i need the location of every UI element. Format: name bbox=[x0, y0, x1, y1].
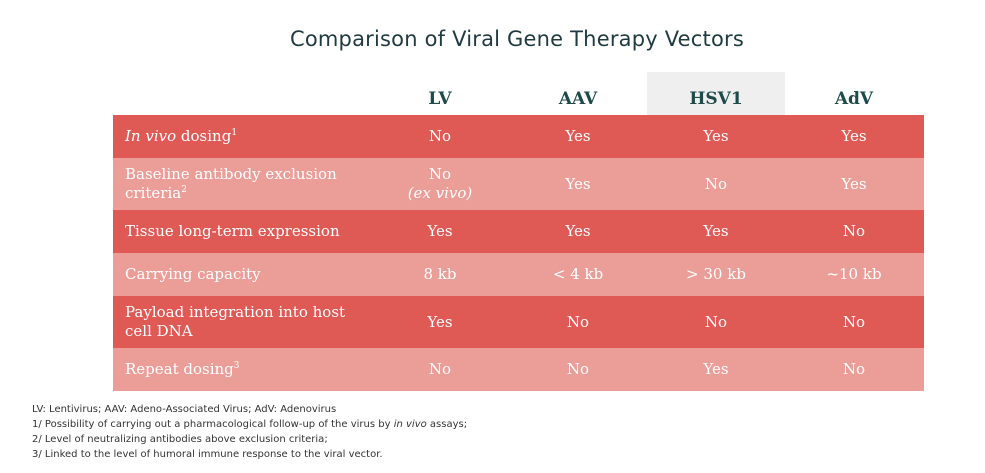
cell-aav: No bbox=[566, 360, 590, 378]
cell-hsv1: Yes bbox=[703, 222, 729, 240]
cell-adv: No bbox=[842, 360, 866, 378]
row-label: Payload integration into host cell DNA bbox=[125, 303, 346, 340]
cell-adv: Yes bbox=[841, 174, 867, 193]
cell-hsv1: Yes bbox=[703, 127, 729, 145]
cell-aav: Yes bbox=[565, 127, 591, 145]
column-header-lv: LV bbox=[428, 88, 452, 109]
abbreviation-legend: LV: Lentivirus; AAV: Adeno-Associated Vi… bbox=[32, 404, 337, 415]
table-row: Baseline antibody exclusion criteria2 No … bbox=[113, 158, 924, 210]
row-label: In vivo dosing1 bbox=[125, 127, 238, 145]
cell-lv: Yes bbox=[427, 312, 453, 331]
table-row: In vivo dosing1 No Yes Yes Yes bbox=[113, 115, 924, 158]
page-title: Comparison of Viral Gene Therapy Vectors bbox=[289, 27, 745, 51]
cell-adv: ~10 kb bbox=[826, 265, 882, 283]
row-label: Tissue long-term expression bbox=[125, 222, 340, 240]
cell-hsv1: Yes bbox=[703, 360, 729, 378]
cell-hsv1: > 30 kb bbox=[686, 265, 746, 283]
cell-lv: Yes bbox=[427, 222, 453, 240]
cell-lv: No bbox=[428, 127, 452, 145]
comparison-table: LV AAV HSV1 AdV In vivo dosing1 No Yes Y… bbox=[113, 72, 924, 391]
column-header-aav: AAV bbox=[558, 88, 598, 109]
cell-lv: No (ex vivo) bbox=[407, 165, 473, 202]
cell-lv: No bbox=[428, 360, 452, 378]
cell-aav: Yes bbox=[565, 222, 591, 240]
cell-adv: Yes bbox=[841, 127, 867, 145]
row-label: Repeat dosing3 bbox=[125, 360, 240, 378]
table-row: Repeat dosing3 No No Yes No bbox=[113, 348, 924, 391]
row-label: Baseline antibody exclusion criteria2 bbox=[125, 165, 337, 202]
footnote-2: 2/ Level of neutralizing antibodies abov… bbox=[32, 434, 328, 445]
row-label: Carrying capacity bbox=[125, 265, 261, 283]
table-row: Tissue long-term expression Yes Yes Yes … bbox=[113, 210, 924, 253]
cell-hsv1: No bbox=[704, 174, 728, 193]
table-header: LV AAV HSV1 AdV bbox=[113, 72, 924, 115]
table-row: Payload integration into host cell DNA Ye… bbox=[113, 296, 924, 348]
cell-adv: No bbox=[842, 222, 866, 240]
column-header-adv: AdV bbox=[834, 88, 874, 109]
header-spacer bbox=[113, 72, 371, 115]
footnote-3: 3/ Linked to the level of humoral immune… bbox=[32, 449, 383, 460]
footnotes: LV: Lentivirus; AAV: Adeno-Associated Vi… bbox=[32, 402, 467, 462]
cell-aav: No bbox=[566, 312, 590, 331]
column-header-hsv1: HSV1 bbox=[647, 72, 785, 115]
cell-aav: < 4 kb bbox=[552, 265, 604, 283]
table-row: Carrying capacity 8 kb < 4 kb > 30 kb ~1… bbox=[113, 253, 924, 296]
cell-hsv1: No bbox=[704, 312, 728, 331]
cell-lv: 8 kb bbox=[423, 265, 457, 283]
footnote-1: 1/ Possibility of carrying out a pharmac… bbox=[32, 419, 468, 430]
cell-aav: Yes bbox=[565, 174, 591, 193]
cell-adv: No bbox=[842, 312, 866, 331]
